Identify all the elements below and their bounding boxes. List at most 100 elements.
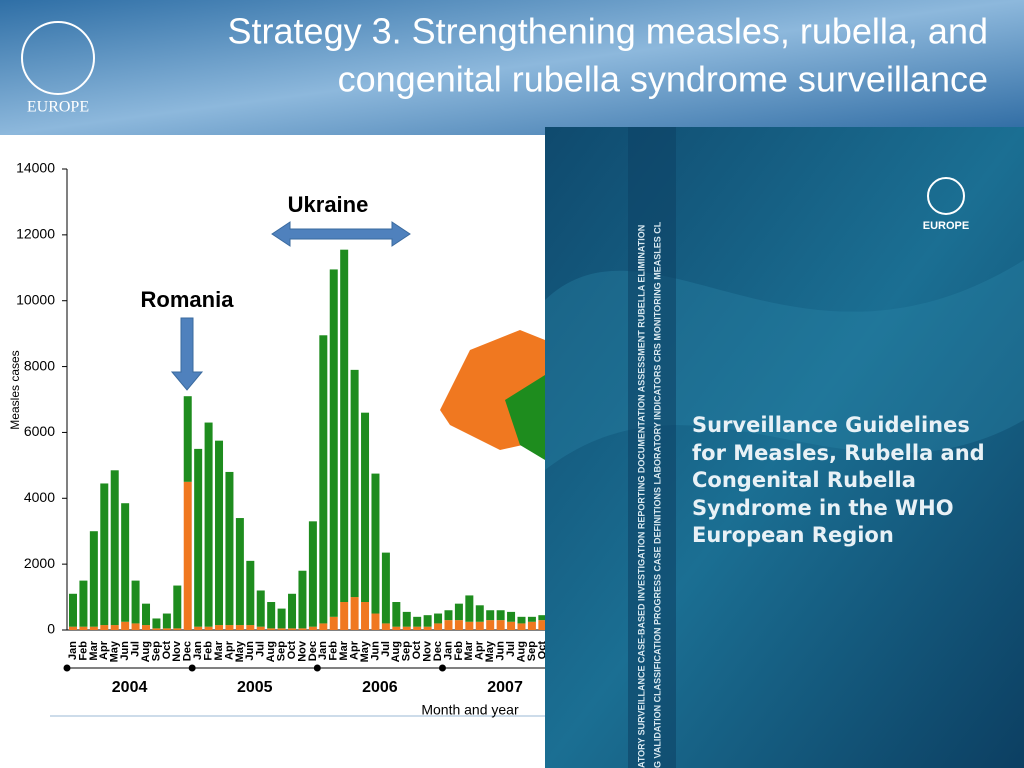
bar-segment (444, 620, 453, 630)
bar-segment (173, 628, 182, 630)
bar-segment (465, 621, 474, 630)
bar-segment (465, 595, 474, 622)
bar-segment (475, 605, 484, 622)
x-tick-label: Feb (202, 641, 214, 661)
bar-segment (475, 621, 484, 630)
bar-segment (89, 531, 98, 627)
bar-segment (517, 623, 526, 630)
x-tick-label: Oct (411, 641, 423, 660)
bar-segment (131, 623, 140, 630)
bar-segment (434, 623, 443, 630)
bar-segment (225, 625, 234, 630)
bar-segment (277, 628, 286, 630)
year-marker (313, 664, 321, 672)
x-tick-label: Jun (244, 641, 256, 661)
bar-segment (413, 626, 422, 630)
x-tick-label: Jun (119, 641, 131, 661)
bar-segment (100, 625, 109, 630)
bar-segment (79, 580, 88, 627)
bar-segment (444, 610, 453, 621)
x-tick-label: Feb (453, 641, 465, 661)
bar-segment (381, 623, 390, 630)
bar-segment (402, 626, 411, 630)
annotation: Ukraine (288, 192, 369, 217)
x-tick-label: Nov (171, 640, 183, 662)
bar-segment (507, 621, 516, 630)
bar-segment (204, 422, 213, 627)
cover: ATORY SURVEILLANCE CASE-BASED INVESTIGAT… (545, 127, 1024, 768)
bar-segment (142, 603, 151, 626)
bar-segment (496, 610, 505, 621)
bar-segment (194, 448, 203, 627)
bar-segment (308, 626, 317, 630)
x-tick-label: Sep (401, 641, 413, 661)
cover-spine (628, 127, 676, 768)
header-band (0, 0, 1024, 135)
year-label: 2004 (112, 679, 148, 696)
bar-segment (361, 412, 370, 603)
bar-segment (288, 593, 297, 629)
x-tick-label: May (109, 640, 121, 662)
x-tick-label: Sep (526, 641, 538, 661)
x-tick-label: Apr (474, 640, 486, 660)
bar-segment (204, 626, 213, 630)
bar-segment (454, 603, 463, 621)
title-line: Strategy 3. Strengthening measles, rubel… (228, 11, 988, 52)
bar-segment (454, 620, 463, 630)
bar-segment (392, 602, 401, 627)
x-tick-label: Aug (265, 641, 277, 662)
year-label: 2006 (362, 679, 398, 696)
bar-segment (235, 625, 244, 630)
y-axis-label: Measles cases (8, 350, 22, 429)
x-tick-label: Jun (369, 641, 381, 661)
bar-segment (215, 625, 224, 630)
year-label: 2005 (237, 679, 273, 696)
bar-segment (486, 620, 495, 630)
x-tick-label: Aug (390, 641, 402, 662)
cover-logo-text: EUROPE (923, 220, 969, 232)
bar-segment (329, 616, 338, 630)
x-tick-label: Oct (161, 641, 173, 660)
logo-text: EUROPE (27, 99, 89, 116)
year-label: 2007 (487, 679, 523, 696)
bar-segment (225, 471, 234, 626)
bar-segment (298, 570, 307, 629)
x-tick-label: Jun (495, 641, 507, 661)
y-tick-label: 0 (47, 621, 55, 637)
bar-segment (350, 369, 359, 598)
y-tick-label: 14000 (16, 160, 55, 176)
x-tick-label: Mar (463, 640, 475, 660)
y-tick-label: 6000 (24, 423, 55, 439)
bar-segment (183, 481, 192, 630)
bar-segment (69, 593, 77, 627)
bar-segment (527, 616, 536, 622)
bar-segment (246, 560, 255, 626)
x-tick-label: Jan (192, 641, 204, 660)
y-tick-label: 2000 (24, 555, 55, 571)
x-tick-label: Dec (182, 641, 194, 661)
annotation: Romania (141, 287, 235, 312)
x-tick-label: May (484, 640, 496, 662)
bar-segment (69, 626, 77, 630)
x-tick-label: Jul (129, 641, 141, 657)
bar-segment (152, 628, 161, 630)
x-tick-label: Jan (442, 641, 454, 660)
bar-segment (496, 620, 505, 630)
x-tick-label: Aug (140, 641, 152, 662)
bar-segment (392, 626, 401, 630)
y-tick-label: 10000 (16, 291, 55, 307)
bar-segment (371, 473, 380, 614)
title-line: congenital rubella syndrome surveillance (338, 59, 988, 100)
bar-segment (434, 613, 443, 624)
bar-segment (110, 470, 119, 626)
x-tick-label: Jan (317, 641, 329, 660)
bar-segment (340, 602, 349, 630)
bar-segment (538, 620, 547, 630)
year-marker (63, 664, 71, 672)
x-tick-label: May (234, 640, 246, 662)
bar-segment (402, 611, 411, 627)
y-tick-label: 12000 (16, 226, 55, 242)
x-tick-label: Mar (338, 640, 350, 660)
bar-segment (423, 626, 432, 630)
